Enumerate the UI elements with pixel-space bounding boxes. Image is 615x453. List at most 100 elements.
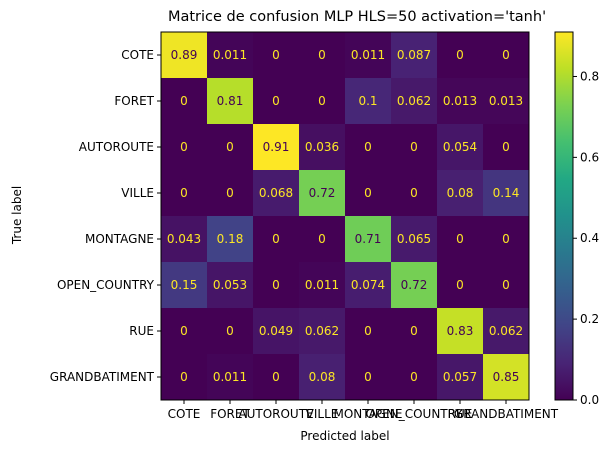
cell-value-label: 0.049 xyxy=(259,324,293,338)
cell-value-label: 0 xyxy=(364,324,372,338)
cell-value-label: 0.83 xyxy=(447,324,474,338)
heatmap-cell xyxy=(483,262,530,309)
cell-value-label: 0.053 xyxy=(213,278,247,292)
cell-value-label: 0 xyxy=(456,278,464,292)
cell-value-label: 0.013 xyxy=(489,94,523,108)
cell-value-label: 0.011 xyxy=(305,278,339,292)
cell-value-label: 0 xyxy=(272,232,280,246)
heatmap-cell-labels: 0.89 0.011 0 0 0.011 0.087 0 0 0 0.81 0 0 0.1 0.062 0.… xyxy=(167,48,523,384)
cell-value-label: 0 xyxy=(226,140,234,154)
heatmap-cell xyxy=(345,170,392,217)
heatmap-cell xyxy=(437,32,484,79)
plot-frame xyxy=(160,31,530,401)
cell-value-label: 0.15 xyxy=(171,278,198,292)
x-axis-ticks: COTE FORETAUTOROUTEVILLEMONTAGNEOPEN_COUN… xyxy=(168,400,559,421)
x-tick-label: FORET xyxy=(210,407,250,421)
heatmap-cell xyxy=(299,354,346,401)
cell-value-label: 0 xyxy=(364,186,372,200)
heatmap-cell xyxy=(437,78,484,125)
cell-value-label: 0.011 xyxy=(213,370,247,384)
cell-value-label: 0.72 xyxy=(309,186,336,200)
colorbar-tick-label: 0.8 xyxy=(580,69,599,83)
heatmap-cell xyxy=(207,78,254,125)
heatmap-cell xyxy=(391,216,438,263)
x-axis-label: Predicted label xyxy=(300,429,389,443)
cell-value-label: 0 xyxy=(410,186,418,200)
heatmap-cell xyxy=(207,216,254,263)
x-tick-label: VILLE xyxy=(306,407,339,421)
heatmap-cell xyxy=(391,170,438,217)
y-tick-label: FORET xyxy=(114,94,154,108)
heatmap-cell xyxy=(161,354,208,401)
heatmap-cell xyxy=(161,170,208,217)
heatmap-cell xyxy=(207,32,254,79)
heatmap-cell xyxy=(161,124,208,171)
x-tick-label: OPEN_COUNTRY xyxy=(365,407,463,421)
cell-value-label: 0 xyxy=(502,48,510,62)
heatmap-cells xyxy=(161,32,530,401)
heatmap-cell xyxy=(299,262,346,309)
heatmap-cell xyxy=(345,308,392,355)
cell-value-label: 0 xyxy=(272,370,280,384)
colorbar-tick-label: 0.6 xyxy=(580,150,599,164)
cell-value-label: 0.054 xyxy=(443,140,477,154)
x-tick-label: MONTAGNE xyxy=(333,407,402,421)
y-tick-label: VILLE xyxy=(121,186,154,200)
heatmap-cell xyxy=(391,354,438,401)
cell-value-label: 0 xyxy=(364,140,372,154)
heatmap-cell xyxy=(345,124,392,171)
y-tick-label: AUTOROUTE xyxy=(79,140,154,154)
cell-value-label: 0.14 xyxy=(493,186,520,200)
heatmap-cell xyxy=(483,124,530,171)
x-tick-label: RUE xyxy=(448,407,473,421)
cell-value-label: 0.065 xyxy=(397,232,431,246)
heatmap-cell xyxy=(299,308,346,355)
heatmap-cell xyxy=(207,170,254,217)
cell-value-label: 0.062 xyxy=(305,324,339,338)
cell-value-label: 0 xyxy=(180,370,188,384)
heatmap-cell xyxy=(345,78,392,125)
cell-value-label: 0 xyxy=(502,232,510,246)
cell-value-label: 0 xyxy=(180,140,188,154)
heatmap-cell xyxy=(299,170,346,217)
heatmap-cell xyxy=(391,262,438,309)
heatmap-cell xyxy=(299,32,346,79)
y-tick-label: COTE xyxy=(121,48,154,62)
heatmap-cell xyxy=(253,216,300,263)
heatmap-cell xyxy=(161,308,208,355)
cell-value-label: 0 xyxy=(364,370,372,384)
cell-value-label: 0 xyxy=(318,94,326,108)
cell-value-label: 0.057 xyxy=(443,370,477,384)
cell-value-label: 0.013 xyxy=(443,94,477,108)
heatmap-cell xyxy=(345,354,392,401)
heatmap-cell xyxy=(161,78,208,125)
colorbar xyxy=(554,31,574,401)
colorbar-tick-label: 0.2 xyxy=(580,312,599,326)
y-axis-ticks: COTE FORET AUTOROUTE VILLE MONTAGNE OPEN_COUN… xyxy=(50,48,161,384)
y-tick-label: RUE xyxy=(129,324,154,338)
cell-value-label: 0.81 xyxy=(217,94,244,108)
heatmap-cell xyxy=(253,262,300,309)
y-tick-label: GRANDBATIMENT xyxy=(50,370,155,384)
heatmap-cell xyxy=(345,262,392,309)
cell-value-label: 0 xyxy=(410,324,418,338)
heatmap-cell xyxy=(253,354,300,401)
cell-value-label: 0.71 xyxy=(355,232,382,246)
cell-value-label: 0 xyxy=(272,94,280,108)
colorbar-ticks: 0.0 0.2 0.4 0.6 0.8 xyxy=(573,69,599,407)
cell-value-label: 0 xyxy=(410,370,418,384)
cell-value-label: 0.08 xyxy=(447,186,474,200)
heatmap-cell xyxy=(161,262,208,309)
cell-value-label: 0.011 xyxy=(213,48,247,62)
heatmap-cell xyxy=(437,216,484,263)
heatmap-cell xyxy=(345,216,392,263)
cell-value-label: 0 xyxy=(180,94,188,108)
chart-title: Matrice de confusion MLP HLS=50 activati… xyxy=(168,9,546,25)
cell-value-label: 0.062 xyxy=(397,94,431,108)
heatmap-cell xyxy=(207,308,254,355)
heatmap-cell xyxy=(299,78,346,125)
cell-value-label: 0.043 xyxy=(167,232,201,246)
cell-value-label: 0 xyxy=(180,186,188,200)
x-tick-label: COTE xyxy=(168,407,201,421)
heatmap-cell xyxy=(483,78,530,125)
